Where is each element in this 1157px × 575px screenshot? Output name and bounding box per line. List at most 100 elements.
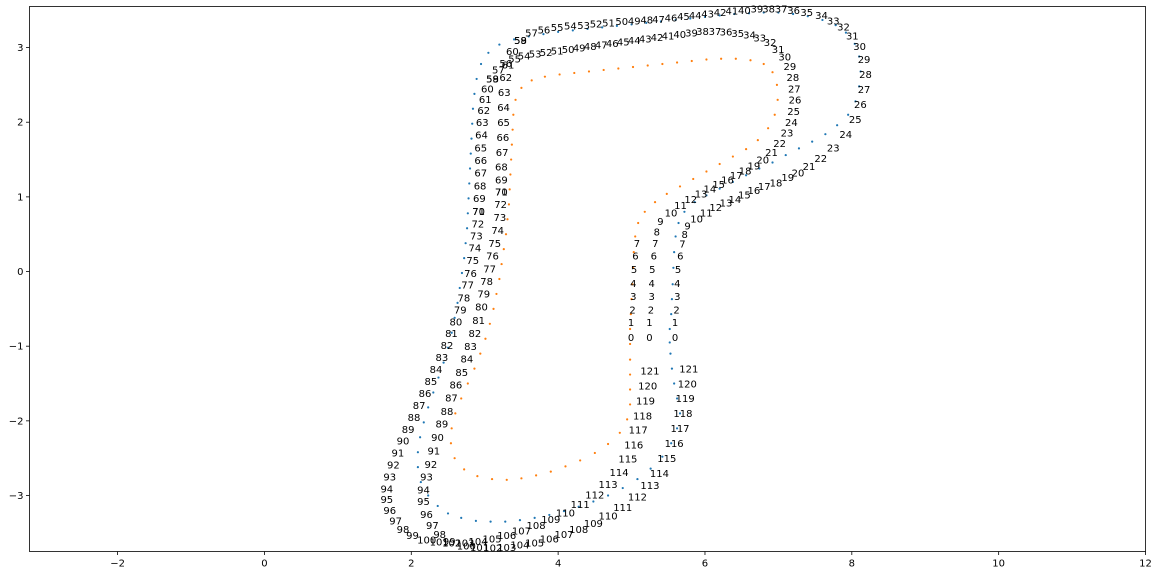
- data-point: [606, 494, 610, 497]
- point-label: 53: [529, 49, 542, 60]
- point-label: 32: [837, 22, 850, 33]
- data-point: [674, 235, 677, 238]
- data-point: [505, 478, 508, 481]
- data-point: [626, 418, 629, 421]
- data-point: [673, 251, 676, 254]
- data-point: [458, 286, 461, 290]
- x-tick-label: 10: [992, 559, 1005, 570]
- data-point: [488, 322, 491, 325]
- data-point: [720, 57, 723, 60]
- point-label: 4: [648, 279, 654, 290]
- data-point: [674, 18, 677, 22]
- point-label: 83: [436, 353, 449, 364]
- point-label: 45: [677, 12, 690, 23]
- point-label: 26: [789, 96, 802, 107]
- point-label: 12: [709, 203, 722, 214]
- data-point: [437, 376, 440, 379]
- point-label: 38: [762, 4, 775, 15]
- data-point: [834, 24, 837, 27]
- data-point: [512, 113, 515, 116]
- point-label: 46: [665, 13, 678, 24]
- point-label: 58: [514, 36, 527, 47]
- data-point: [677, 221, 680, 225]
- data-point: [602, 68, 605, 72]
- x-tick-label: 2: [408, 559, 414, 570]
- data-point: [661, 62, 664, 66]
- point-label: 48: [584, 42, 597, 53]
- point-label: 34: [743, 31, 756, 42]
- point-label: 76: [486, 252, 499, 263]
- point-label: 82: [441, 341, 454, 352]
- data-point: [775, 83, 779, 86]
- point-label: 1: [628, 318, 634, 329]
- point-label: 24: [785, 118, 798, 129]
- point-label: 49: [628, 16, 641, 27]
- point-label: 67: [474, 169, 487, 180]
- point-label: 12: [684, 195, 697, 206]
- point-label: 26: [854, 100, 867, 111]
- data-point: [675, 61, 679, 64]
- point-label: 116: [665, 439, 684, 450]
- point-label: 41: [662, 31, 675, 42]
- data-point: [692, 177, 695, 181]
- point-label: 121: [679, 364, 698, 375]
- point-label: 39: [685, 28, 698, 39]
- point-label: 24: [839, 130, 852, 141]
- point-label: 116: [624, 440, 643, 451]
- point-label: 96: [383, 506, 396, 517]
- data-point: [628, 358, 632, 361]
- point-label: 52: [540, 48, 553, 59]
- data-point: [419, 480, 422, 484]
- point-label: 44: [689, 11, 702, 22]
- point-label: 96: [420, 510, 433, 521]
- data-point: [797, 147, 801, 150]
- data-point: [806, 15, 809, 18]
- point-label: 76: [464, 269, 477, 280]
- point-label: 5: [631, 265, 637, 276]
- data-point: [673, 382, 676, 385]
- point-label: 79: [477, 290, 490, 301]
- data-point: [672, 266, 675, 269]
- data-point: [718, 162, 721, 166]
- point-label: 59: [514, 36, 527, 47]
- data-point: [507, 203, 511, 206]
- data-point: [466, 212, 469, 215]
- point-label: 35: [731, 29, 744, 40]
- point-label: 89: [402, 425, 415, 436]
- point-label: 2: [673, 305, 679, 316]
- data-point: [535, 474, 538, 477]
- point-label: 88: [441, 407, 454, 418]
- point-label: 20: [756, 155, 769, 166]
- point-label: 112: [628, 493, 647, 504]
- point-label: 118: [673, 409, 692, 420]
- point-label: 64: [475, 131, 488, 142]
- data-point: [510, 158, 513, 161]
- point-label: 90: [397, 437, 410, 448]
- point-label: 33: [827, 16, 840, 27]
- data-point: [678, 412, 682, 415]
- point-label: 33: [753, 34, 766, 45]
- point-label: 1: [672, 318, 678, 329]
- point-label: 115: [657, 454, 676, 465]
- point-label: 69: [473, 194, 486, 205]
- points-layer: [416, 11, 862, 523]
- data-point: [734, 57, 737, 60]
- data-point: [527, 35, 530, 38]
- data-point: [577, 505, 580, 508]
- point-label: 57: [525, 28, 538, 39]
- point-label: 64: [497, 103, 510, 114]
- point-label: 87: [445, 393, 458, 404]
- data-point: [615, 24, 618, 28]
- point-label: 75: [466, 256, 479, 267]
- point-label: 18: [770, 178, 783, 189]
- point-label: 0: [672, 333, 678, 344]
- point-label: 36: [720, 28, 733, 39]
- point-label: 66: [496, 133, 509, 144]
- point-label: 25: [787, 107, 800, 118]
- x-tick-label: 0: [261, 559, 267, 570]
- data-point: [487, 51, 490, 54]
- point-label: 53: [577, 21, 590, 32]
- point-label: 7: [652, 239, 658, 250]
- data-point: [530, 79, 533, 82]
- data-point: [467, 197, 470, 200]
